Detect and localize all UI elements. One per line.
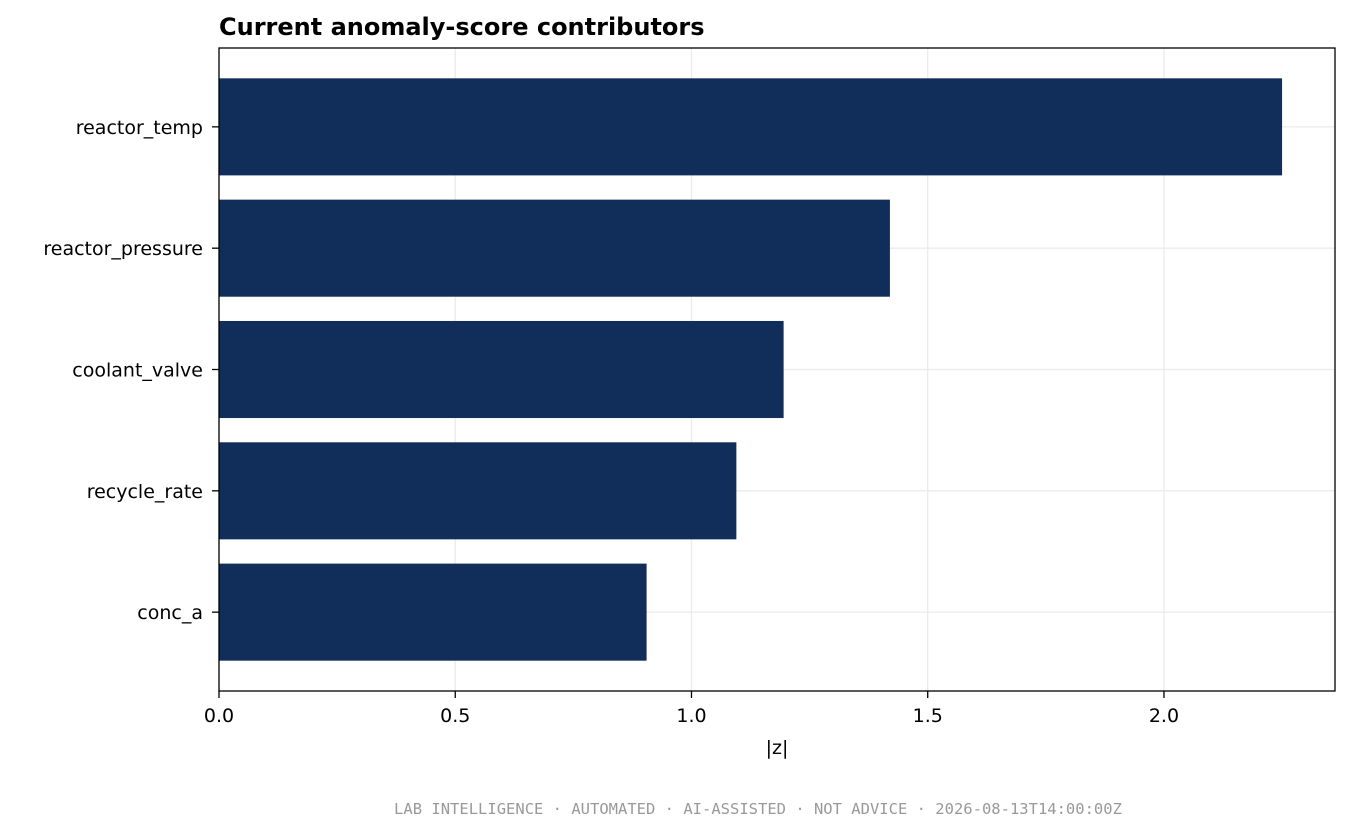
x-tick-label: 1.5 xyxy=(913,705,943,727)
bar-coolant_valve xyxy=(219,320,784,419)
bar-recycle_rate xyxy=(219,442,737,540)
x-axis-ticks: 0.0 0.5 1.0 1.5 2.0 xyxy=(204,691,1179,727)
y-tick-label: conc_a xyxy=(137,602,203,624)
y-tick-label: reactor_temp xyxy=(76,117,203,139)
y-tick-label: recycle_rate xyxy=(87,481,203,503)
y-tick-label: reactor_pressure xyxy=(43,238,203,260)
x-tick-label: 0.0 xyxy=(204,705,234,727)
chart-title: Current anomaly-score contributors xyxy=(219,13,705,41)
bar-reactor_pressure xyxy=(219,199,890,297)
x-tick-label: 2.0 xyxy=(1149,705,1179,727)
x-tick-label: 0.5 xyxy=(440,705,470,727)
y-axis-ticks: reactor_temp reactor_pressure coolant_valv… xyxy=(43,117,219,624)
y-tick-label: coolant_valve xyxy=(72,360,203,382)
footer-disclaimer: LAB INTELLIGENCE · AUTOMATED · AI-ASSIST… xyxy=(394,800,1122,818)
bar-reactor_temp xyxy=(219,78,1283,176)
bar-conc_a xyxy=(219,563,647,661)
x-tick-label: 1.0 xyxy=(676,705,706,727)
x-axis-label: |z| xyxy=(766,737,789,759)
bars xyxy=(219,78,1283,661)
